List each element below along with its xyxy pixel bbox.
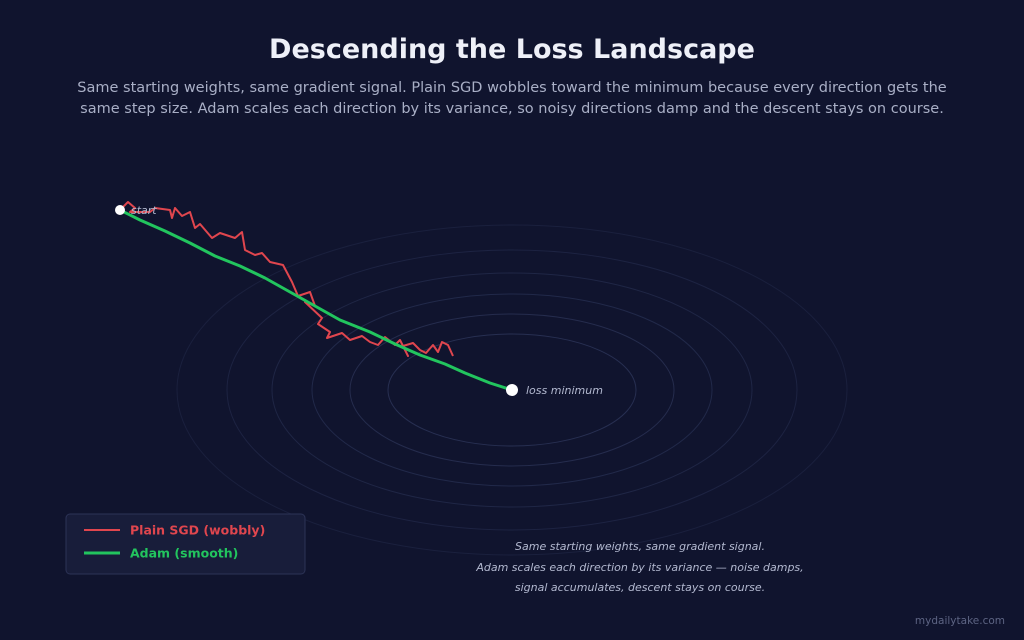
caption-line: Same starting weights, same gradient sig… xyxy=(515,540,765,553)
minimum-point xyxy=(506,384,518,396)
start-label: start xyxy=(131,204,157,217)
legend-label: Adam (smooth) xyxy=(130,546,238,561)
start-point xyxy=(115,205,125,215)
caption-line: signal accumulates, descent stays on cou… xyxy=(515,581,765,594)
sgd-path xyxy=(119,201,454,357)
subtitle: Same starting weights, same gradient sig… xyxy=(77,80,947,117)
contours xyxy=(176,224,848,556)
legend-label: Plain SGD (wobbly) xyxy=(130,523,265,538)
watermark: mydailytake.com xyxy=(915,615,1005,627)
legend-box xyxy=(65,513,306,575)
title: Descending the Loss Landscape xyxy=(269,34,755,65)
minimum-label: loss minimum xyxy=(526,384,603,397)
adam-path xyxy=(119,208,513,392)
caption-line: Adam scales each direction by its varian… xyxy=(475,561,803,574)
